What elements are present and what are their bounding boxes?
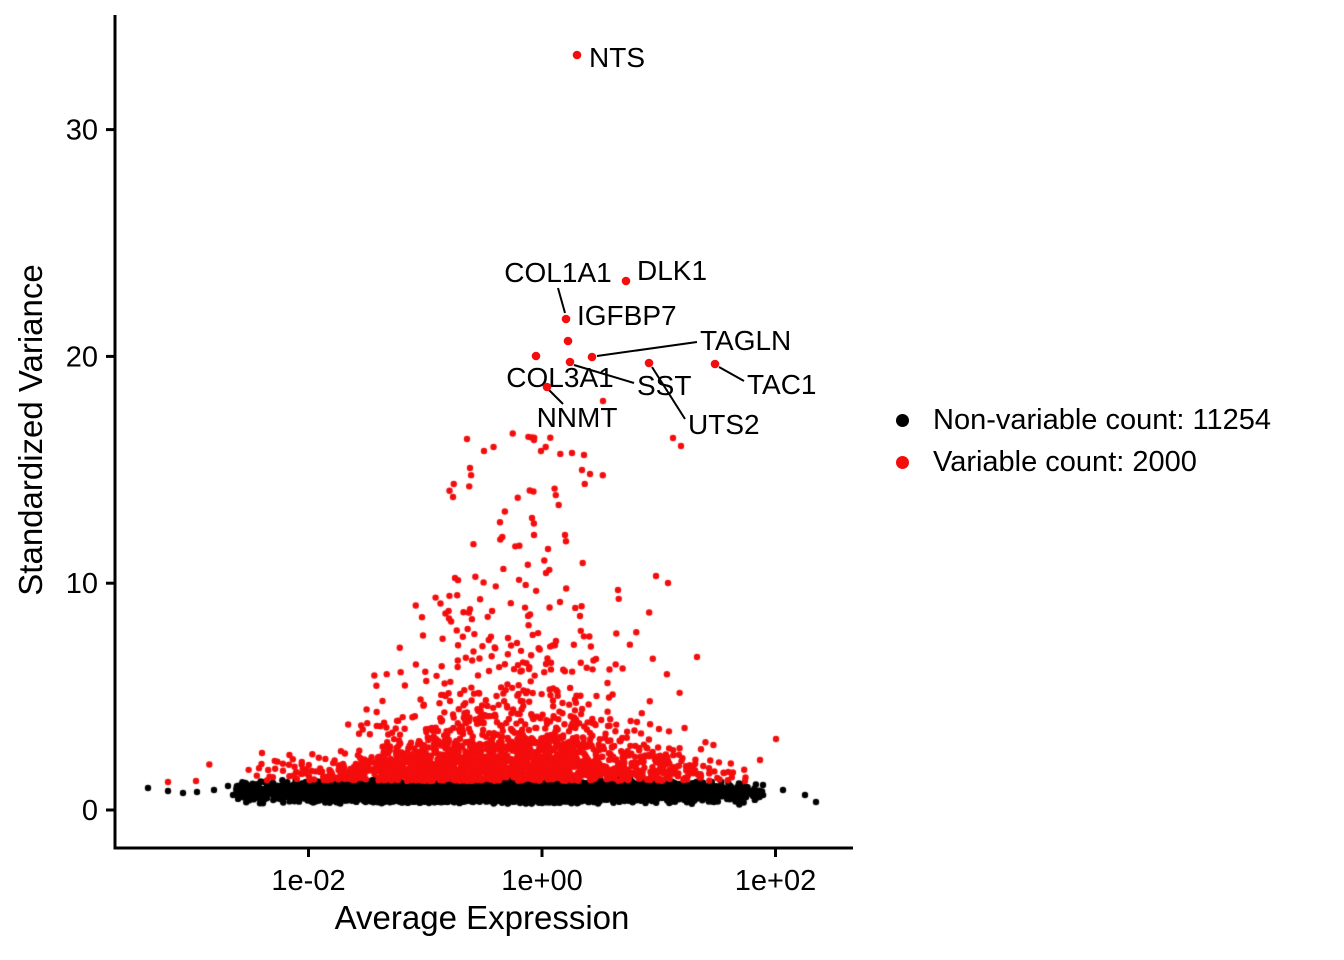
gene-point-COL1A1 (561, 314, 571, 324)
gene-leader-line-SST (573, 364, 635, 384)
gene-point-NTS (572, 50, 582, 60)
gene-point-TAGLN (587, 352, 597, 362)
x-tick-label: 1e+00 (501, 865, 582, 897)
legend-label-variable: Variable count: 2000 (933, 446, 1197, 478)
gene-label-COL1A1: COL1A1 (504, 257, 611, 288)
y-tick-label: 0 (82, 795, 98, 827)
legend-item-nonvariable: Non-variable count: 11254 (896, 404, 1271, 437)
y-axis-title: Standardized Variance (12, 264, 49, 596)
x-axis-title: Average Expression (334, 899, 630, 936)
gene-point-TAC1 (710, 359, 720, 369)
gene-leader-line-TAGLN (596, 341, 698, 357)
gene-leader-line-NNMT (548, 389, 564, 405)
gene-point-DLK1 (621, 276, 631, 286)
y-tick-label: 10 (66, 568, 98, 600)
gene-label-TAC1: TAC1 (747, 369, 817, 400)
x-tick-label: 1e+02 (735, 865, 816, 897)
gene-label-NTS: NTS (589, 42, 645, 73)
legend-label-nonvariable: Non-variable count: 11254 (933, 404, 1272, 436)
gene-label-TAGLN: TAGLN (700, 325, 791, 356)
gene-label-UTS2: UTS2 (688, 409, 760, 440)
legend-swatch-nonvariable (896, 414, 909, 427)
gene-label-DLK1: DLK1 (637, 255, 707, 286)
gene-point-UTS2 (644, 358, 654, 368)
y-tick-label: 20 (66, 341, 98, 373)
gene-point-COL3A1 (531, 351, 541, 361)
legend: Non-variable count: 11254 Variable count… (896, 404, 1271, 479)
legend-swatch-variable (896, 456, 909, 469)
legend-item-variable: Variable count: 2000 (896, 446, 1271, 479)
gene-leader-line-UTS2 (651, 366, 686, 420)
gene-label-NNMT: NNMT (537, 402, 618, 433)
gene-point-NNMT (542, 382, 552, 392)
gene-leader-line-TAC1 (718, 366, 745, 382)
gene-point-SST (565, 357, 575, 367)
y-tick-label: 30 (66, 115, 98, 147)
gene-leader-line-COL1A1 (557, 287, 566, 314)
x-tick-label: 1e-02 (271, 865, 345, 897)
gene-label-COL3A1: COL3A1 (506, 362, 613, 393)
gene-label-IGFBP7: IGFBP7 (577, 300, 677, 331)
gene-point-IGFBP7 (563, 336, 573, 346)
